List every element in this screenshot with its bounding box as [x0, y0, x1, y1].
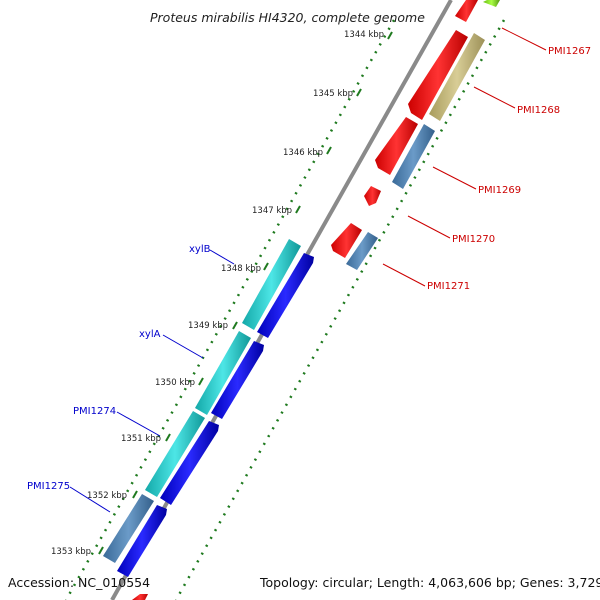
feature-pmi1274-cyan	[145, 411, 205, 497]
feature-pmi1270-steelblue	[346, 232, 378, 270]
leader-line	[407, 215, 451, 239]
leader-line	[209, 249, 235, 265]
cds-feature-xylb	[257, 253, 314, 338]
tick-mark	[132, 490, 138, 499]
leader-line	[162, 334, 204, 359]
feature-xyla-cyan	[195, 331, 251, 415]
feature-pmi1267-khaki	[429, 33, 485, 121]
cds-feature-xyla	[211, 341, 264, 419]
tick-label: 1347 kbp	[252, 206, 292, 216]
tick-mark	[263, 262, 269, 271]
cds-feature-pmi1269	[364, 186, 381, 206]
tick-label: 1344 kbp	[344, 30, 384, 40]
gene-label-xylb[interactable]: xylB	[189, 244, 211, 255]
tick-label: 1345 kbp	[313, 89, 353, 99]
gene-label-pmi1269[interactable]: PMI1269	[478, 185, 521, 196]
cds-feature	[455, 0, 478, 22]
gene-label-pmi1268[interactable]: PMI1268	[517, 105, 560, 116]
tick-label: 1350 kbp	[155, 378, 195, 388]
gene-label-pmi1270[interactable]: PMI1270	[452, 234, 495, 245]
tick-label: 1351 kbp	[121, 434, 161, 444]
tick-label: 1353 kbp	[51, 547, 91, 557]
reverse-strand-features	[132, 0, 500, 600]
leader-line	[473, 86, 516, 109]
gene-label-pmi1271[interactable]: PMI1271	[427, 281, 470, 292]
tick-mark	[356, 88, 362, 97]
cds-feature-pmi1274	[160, 421, 219, 505]
gene-label-pmi1274[interactable]: PMI1274	[73, 406, 116, 417]
tick-mark	[295, 205, 301, 214]
tick-label: 1349 kbp	[188, 321, 228, 331]
gene-label-pmi1267[interactable]: PMI1267	[548, 46, 591, 57]
feature-pmi1275-steelblue	[103, 494, 154, 563]
leader-line	[382, 263, 426, 287]
map-title: Proteus mirabilis HI4320, complete genom…	[150, 10, 425, 25]
cds-feature-pmi1270	[331, 223, 362, 258]
cds-feature-pmi1275	[117, 505, 167, 577]
genome-summary-text: Topology: circular; Length: 4,063,606 bp…	[259, 575, 600, 590]
leader-line	[501, 27, 547, 51]
cds-feature-pmi1268	[375, 117, 418, 175]
tick-label: 1348 kbp	[221, 264, 261, 274]
cds-feature-pmi1267	[408, 30, 468, 120]
cds-feature	[483, 0, 500, 7]
accession-text: Accession: NC_010554	[8, 575, 150, 590]
tick-mark	[387, 31, 393, 40]
tick-mark	[98, 546, 104, 555]
gc-content-track-right	[174, 19, 506, 600]
tick-mark	[326, 146, 332, 155]
leader-line	[116, 411, 161, 437]
gene-label-pmi1275[interactable]: PMI1275	[27, 481, 70, 492]
label-leaders-left	[69, 249, 235, 513]
tick-label: 1346 kbp	[283, 148, 323, 158]
tick-mark	[232, 321, 238, 330]
leader-line	[69, 486, 111, 513]
tick-marks	[98, 31, 393, 555]
cds-feature	[132, 594, 148, 600]
forward-strand-features	[103, 239, 314, 577]
gene-label-xyla[interactable]: xylA	[139, 329, 161, 340]
leader-line	[432, 166, 477, 190]
tick-label: 1352 kbp	[87, 491, 127, 501]
tick-mark	[165, 433, 171, 442]
feature-xylb-cyan	[242, 239, 301, 330]
feature-pmi1268-steelblue	[392, 124, 435, 189]
gc-content-track-left	[64, 19, 396, 600]
label-leaders-right	[382, 27, 547, 287]
tick-mark	[198, 377, 204, 386]
